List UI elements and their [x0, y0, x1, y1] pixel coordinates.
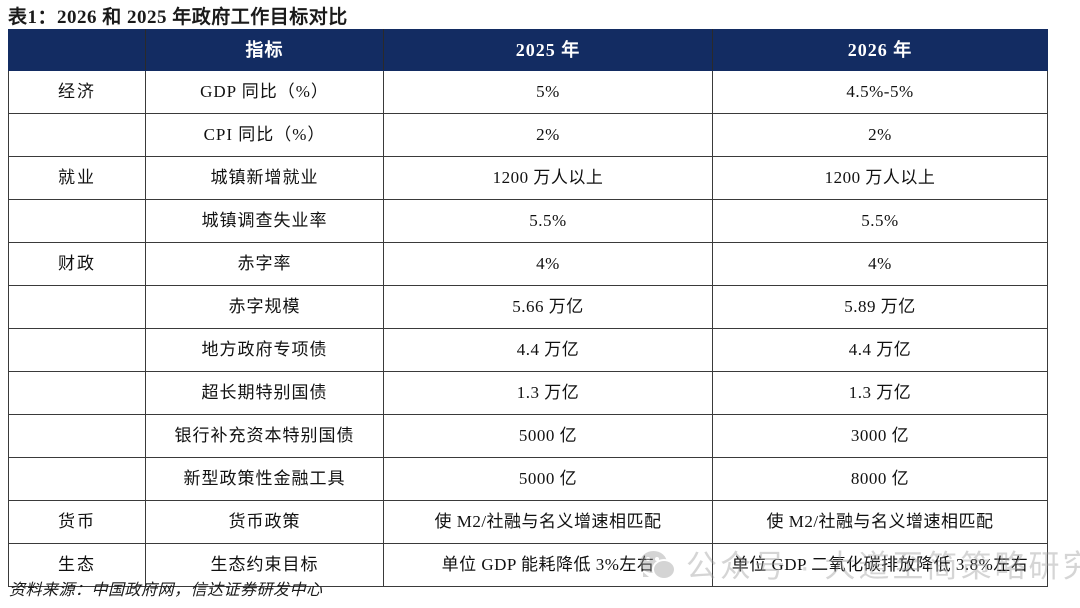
- page-title: 表1：2026 和 2025 年政府工作目标对比: [8, 7, 348, 28]
- cell-indicator: GDP 同比（%）: [145, 70, 384, 114]
- cell-2026: 1200 万人以上: [712, 156, 1048, 200]
- cell-category: 财政: [8, 242, 146, 286]
- cell-2026: 8000 亿: [712, 457, 1048, 501]
- cell-2026: 使 M2/社融与名义增速相匹配: [712, 500, 1048, 544]
- table-row: 银行补充资本特别国债 5000 亿 3000 亿: [8, 414, 1048, 458]
- cell-indicator: 超长期特别国债: [145, 371, 384, 415]
- cell-indicator: 生态约束目标: [145, 543, 384, 587]
- cell-category: 就业: [8, 156, 146, 200]
- cell-2026: 3000 亿: [712, 414, 1048, 458]
- cell-2025: 4.4 万亿: [383, 328, 713, 372]
- table-row: CPI 同比（%） 2% 2%: [8, 113, 1048, 157]
- cell-indicator: 银行补充资本特别国债: [145, 414, 384, 458]
- cell-category: [8, 199, 146, 243]
- goals-table-container: 指标 2025 年 2026 年 经济 GDP 同比（%） 5% 4.5%-5% CPI…: [8, 29, 1048, 587]
- cell-category: [8, 113, 146, 157]
- cell-2025: 5%: [383, 70, 713, 114]
- cell-2025: 4%: [383, 242, 713, 286]
- cell-2025: 使 M2/社融与名义增速相匹配: [383, 500, 713, 544]
- cell-indicator: CPI 同比（%）: [145, 113, 384, 157]
- cell-2026: 4.4 万亿: [712, 328, 1048, 372]
- cell-indicator: 货币政策: [145, 500, 384, 544]
- table-row: 超长期特别国债 1.3 万亿 1.3 万亿: [8, 371, 1048, 415]
- cell-2025: 5000 亿: [383, 414, 713, 458]
- table-row: 城镇调查失业率 5.5% 5.5%: [8, 199, 1048, 243]
- cell-2025: 2%: [383, 113, 713, 157]
- table-row: 货币 货币政策使 M2/社融与名义增速相匹配使 M2/社融与名义增速相匹配: [8, 500, 1048, 544]
- cell-indicator: 地方政府专项债: [145, 328, 384, 372]
- table-row: 财政 赤字率 4% 4%: [8, 242, 1048, 286]
- table-row: 就业 城镇新增就业 1200 万人以上 1200 万人以上: [8, 156, 1048, 200]
- cell-indicator: 城镇新增就业: [145, 156, 384, 200]
- table-header: 指标 2025 年 2026 年: [8, 29, 1048, 71]
- table-row: 生态 生态约束目标 单位 GDP 能耗降低 3%左右 单位 GDP 二氧化碳排放降低 …: [8, 543, 1048, 587]
- cell-category: [8, 414, 146, 458]
- cell-2025: 5.5%: [383, 199, 713, 243]
- cell-category: [8, 285, 146, 329]
- cell-category: 生态: [8, 543, 146, 587]
- cell-2025: 单位 GDP 能耗降低 3%左右: [383, 543, 713, 587]
- cell-indicator: 赤字规模: [145, 285, 384, 329]
- government-work-goals-table: 指标 2025 年 2026 年 经济 GDP 同比（%） 5% 4.5%-5% CPI…: [8, 29, 1048, 587]
- column-header-indicator: 指标: [145, 29, 384, 71]
- cell-2026: 5.89 万亿: [712, 285, 1048, 329]
- column-header-2026: 2026 年: [712, 29, 1048, 71]
- cell-indicator: 城镇调查失业率: [145, 199, 384, 243]
- cell-category: [8, 371, 146, 415]
- source-note: 资料来源：中国政府网，信达证券研发中心: [9, 582, 323, 599]
- cell-2026: 单位 GDP 二氧化碳排放降低 3.8%左右: [712, 543, 1048, 587]
- cell-2026: 4.5%-5%: [712, 70, 1048, 114]
- table-row: 经济 GDP 同比（%） 5% 4.5%-5%: [8, 70, 1048, 114]
- cell-2026: 1.3 万亿: [712, 371, 1048, 415]
- cell-category: [8, 328, 146, 372]
- column-header-2025: 2025 年: [383, 29, 713, 71]
- cell-2026: 4%: [712, 242, 1048, 286]
- cell-category: 经济: [8, 70, 146, 114]
- cell-indicator: 新型政策性金融工具: [145, 457, 384, 501]
- cell-2026: 5.5%: [712, 199, 1048, 243]
- cell-2025: 1200 万人以上: [383, 156, 713, 200]
- table-body: 经济 GDP 同比（%） 5% 4.5%-5% CPI 同比（%） 2% 2% 就业 城镇新增就…: [8, 70, 1048, 587]
- column-header-category: [8, 29, 146, 71]
- table-header-row: 指标 2025 年 2026 年: [8, 29, 1048, 71]
- cell-2025: 5000 亿: [383, 457, 713, 501]
- cell-indicator: 赤字率: [145, 242, 384, 286]
- table-row: 赤字规模 5.66 万亿 5.89 万亿: [8, 285, 1048, 329]
- table-row: 新型政策性金融工具 5000 亿 8000 亿: [8, 457, 1048, 501]
- table-row: 地方政府专项债 4.4 万亿 4.4 万亿: [8, 328, 1048, 372]
- cell-category: 货币: [8, 500, 146, 544]
- cell-2025: 5.66 万亿: [383, 285, 713, 329]
- cell-2025: 1.3 万亿: [383, 371, 713, 415]
- cell-2026: 2%: [712, 113, 1048, 157]
- cell-category: [8, 457, 146, 501]
